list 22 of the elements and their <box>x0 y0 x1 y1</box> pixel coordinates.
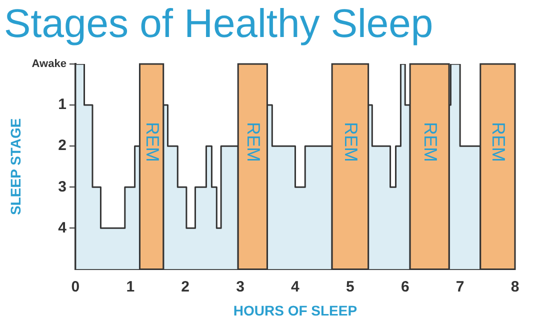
band-label: REM <box>420 122 441 162</box>
x-tick-label: 8 <box>510 278 520 296</box>
chart-title: Stages of Healthy Sleep <box>4 2 434 46</box>
x-tick-label: 4 <box>291 278 300 296</box>
y-tick-label: Awake <box>32 58 66 70</box>
y-tick-label: 3 <box>58 178 66 196</box>
y-tick-label: 1 <box>58 96 66 114</box>
x-tick-label: 1 <box>126 278 135 296</box>
band-label: REM <box>341 122 362 162</box>
x-tick-label: 5 <box>346 278 354 296</box>
x-tick-label: 0 <box>71 278 80 296</box>
y-tick-label: 2 <box>58 137 66 154</box>
band-label: REM <box>488 122 509 162</box>
x-tick-label: 7 <box>456 278 464 296</box>
y-tick-label: 4 <box>58 219 68 236</box>
y-axis-title: SLEEP STAGE <box>7 118 24 215</box>
x-tick-label: 3 <box>236 278 244 296</box>
x-axis-title: HOURS OF SLEEP <box>233 302 358 318</box>
x-tick-label: 6 <box>400 278 410 296</box>
band-label: REM <box>142 122 163 162</box>
band-label: REM <box>244 122 264 162</box>
x-tick-label: 2 <box>181 278 190 296</box>
